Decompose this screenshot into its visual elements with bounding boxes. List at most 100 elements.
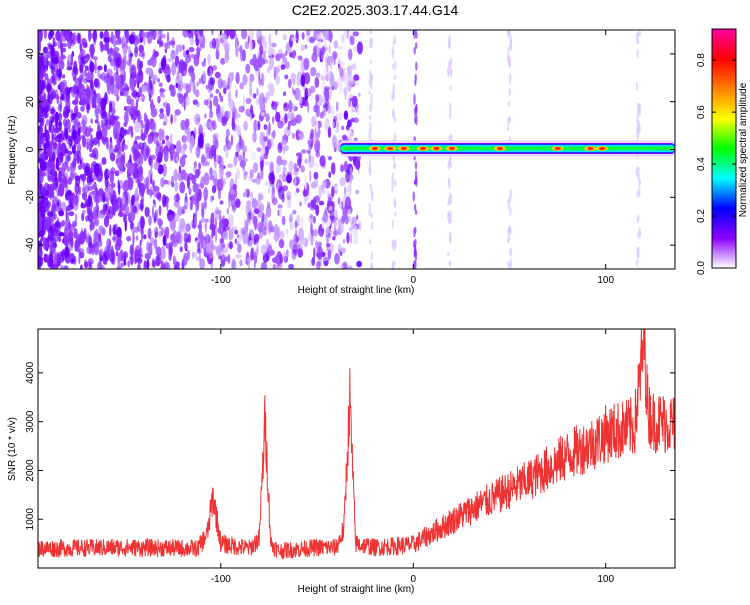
spectrogram-speck: [204, 220, 207, 234]
spectrogram-streak: [415, 42, 418, 49]
spectrogram-speck: [288, 160, 294, 172]
spectrogram-speck: [44, 123, 47, 136]
spectrogram-speck: [280, 159, 288, 166]
spectrogram-speck: [198, 78, 202, 85]
spectrogram-speck: [104, 91, 108, 105]
spectrogram-speck: [262, 96, 266, 104]
spectrogram-speck: [307, 103, 310, 113]
spectrogram-speck: [98, 225, 104, 235]
spectrogram-speck: [250, 247, 255, 261]
spectrogram-speck: [163, 179, 169, 185]
spectrogram-speck: [295, 114, 302, 124]
spectrogram-speck: [301, 32, 305, 40]
spectrogram-streak: [370, 93, 373, 102]
spectrogram-speck: [162, 101, 169, 108]
spectrogram-speck: [80, 203, 86, 209]
spectrogram-speck: [241, 227, 246, 235]
spectrogram-speck: [93, 163, 100, 177]
spectrogram-speck: [52, 80, 56, 86]
spectrogram-speck: [57, 167, 63, 173]
spectrogram-speck: [87, 186, 94, 191]
spectrogram-speck: [247, 35, 250, 44]
spectrogram-speck: [119, 209, 123, 216]
spectrogram-streak: [369, 238, 372, 245]
spectrogram-speck: [292, 50, 296, 59]
spectrogram-speck: [175, 82, 179, 88]
spectrogram-streak: [394, 211, 397, 217]
spectrogram-speck: [141, 193, 145, 204]
spectrogram-speck: [349, 232, 353, 244]
spectrogram-streak: [506, 237, 510, 244]
colorbar: 0.0 0.2 0.4 0.6 0.8 Normalized spectral ampl…: [696, 28, 749, 275]
spectrogram-speck: [309, 170, 312, 183]
spectrogram-speck: [174, 213, 180, 222]
spectrogram-speck: [120, 73, 124, 87]
spectrogram-speck: [214, 229, 218, 243]
spectrogram-streak: [392, 83, 395, 94]
spectrogram-speck: [294, 175, 297, 187]
spectrogram-speck: [276, 226, 281, 239]
spectrogram-speck: [241, 158, 248, 163]
spectrogram-speck: [355, 158, 361, 170]
spectrogram-streak: [636, 114, 639, 126]
spectrogram-ylabel: Frequency (Hz): [7, 116, 18, 185]
spectrogram-ytick-label: 0: [25, 146, 36, 152]
spectrogram-speck: [109, 138, 113, 149]
spectrogram-speck: [274, 66, 280, 74]
spectrogram-speck: [268, 262, 274, 269]
spectrogram-speck: [38, 67, 41, 82]
spectrogram-speck: [308, 149, 311, 163]
spectrogram-streak: [449, 109, 452, 120]
spectrogram-speck: [171, 61, 177, 76]
spectrogram-speck: [253, 208, 260, 215]
spectrogram-speck: [58, 237, 61, 243]
spectrogram-speck: [328, 44, 331, 55]
spectrogram-speck: [341, 34, 345, 43]
spectrogram-speck: [83, 57, 89, 63]
spectrogram-streak: [393, 74, 397, 81]
spectrogram-streak: [415, 103, 418, 115]
spectrogram-speck: [185, 192, 188, 203]
spectrogram-speck: [58, 158, 62, 166]
spectrogram-speck: [268, 56, 274, 70]
spectrogram-speck: [196, 30, 200, 39]
spectrogram-speck: [328, 171, 332, 179]
spectrogram-speck: [286, 43, 290, 51]
spectrogram-speck: [334, 252, 340, 265]
spectrogram-speck: [322, 180, 327, 189]
spectrogram-speck: [192, 250, 194, 260]
snr-ytick-label: 3000: [25, 410, 36, 433]
spectrogram-speck: [129, 256, 134, 261]
spectrogram-speck: [335, 128, 340, 133]
spectrogram-speck: [82, 162, 86, 170]
spectrogram-speck: [42, 50, 48, 63]
spectrogram-speck: [152, 74, 158, 82]
spectrogram-speck: [180, 169, 187, 180]
spectrogram-speck: [172, 255, 176, 267]
spectrogram-speck: [48, 252, 54, 267]
spectrogram-speck: [230, 134, 234, 146]
spectrogram-speck: [347, 119, 352, 128]
spectrogram-streak: [635, 81, 639, 91]
spectrogram-speck: [251, 110, 254, 119]
spectrogram-speck: [108, 208, 111, 215]
spectrogram-speck: [336, 242, 343, 250]
spectrogram-speck: [191, 71, 196, 83]
spectrogram-speck: [156, 186, 160, 193]
spectrogram-speck: [204, 113, 207, 119]
spectrogram-speck: [60, 55, 67, 60]
spectrogram-speck: [309, 85, 316, 94]
spectrogram-speck: [56, 68, 63, 78]
spectrogram-speck: [254, 61, 257, 68]
spectrogram-speck: [255, 248, 259, 257]
spectrogram-speck: [96, 78, 100, 87]
spectrogram-speck: [257, 192, 263, 198]
spectrogram-speck: [125, 37, 128, 48]
colorbar-tick-label: 0.8: [696, 53, 707, 67]
spectrogram-speck: [160, 177, 165, 188]
spectrogram-speck: [283, 166, 286, 172]
spectrogram-speck: [261, 35, 266, 48]
spectrogram-streak: [391, 50, 394, 60]
spectrogram-speck: [217, 248, 222, 257]
spectrogram-streak: [638, 123, 641, 134]
